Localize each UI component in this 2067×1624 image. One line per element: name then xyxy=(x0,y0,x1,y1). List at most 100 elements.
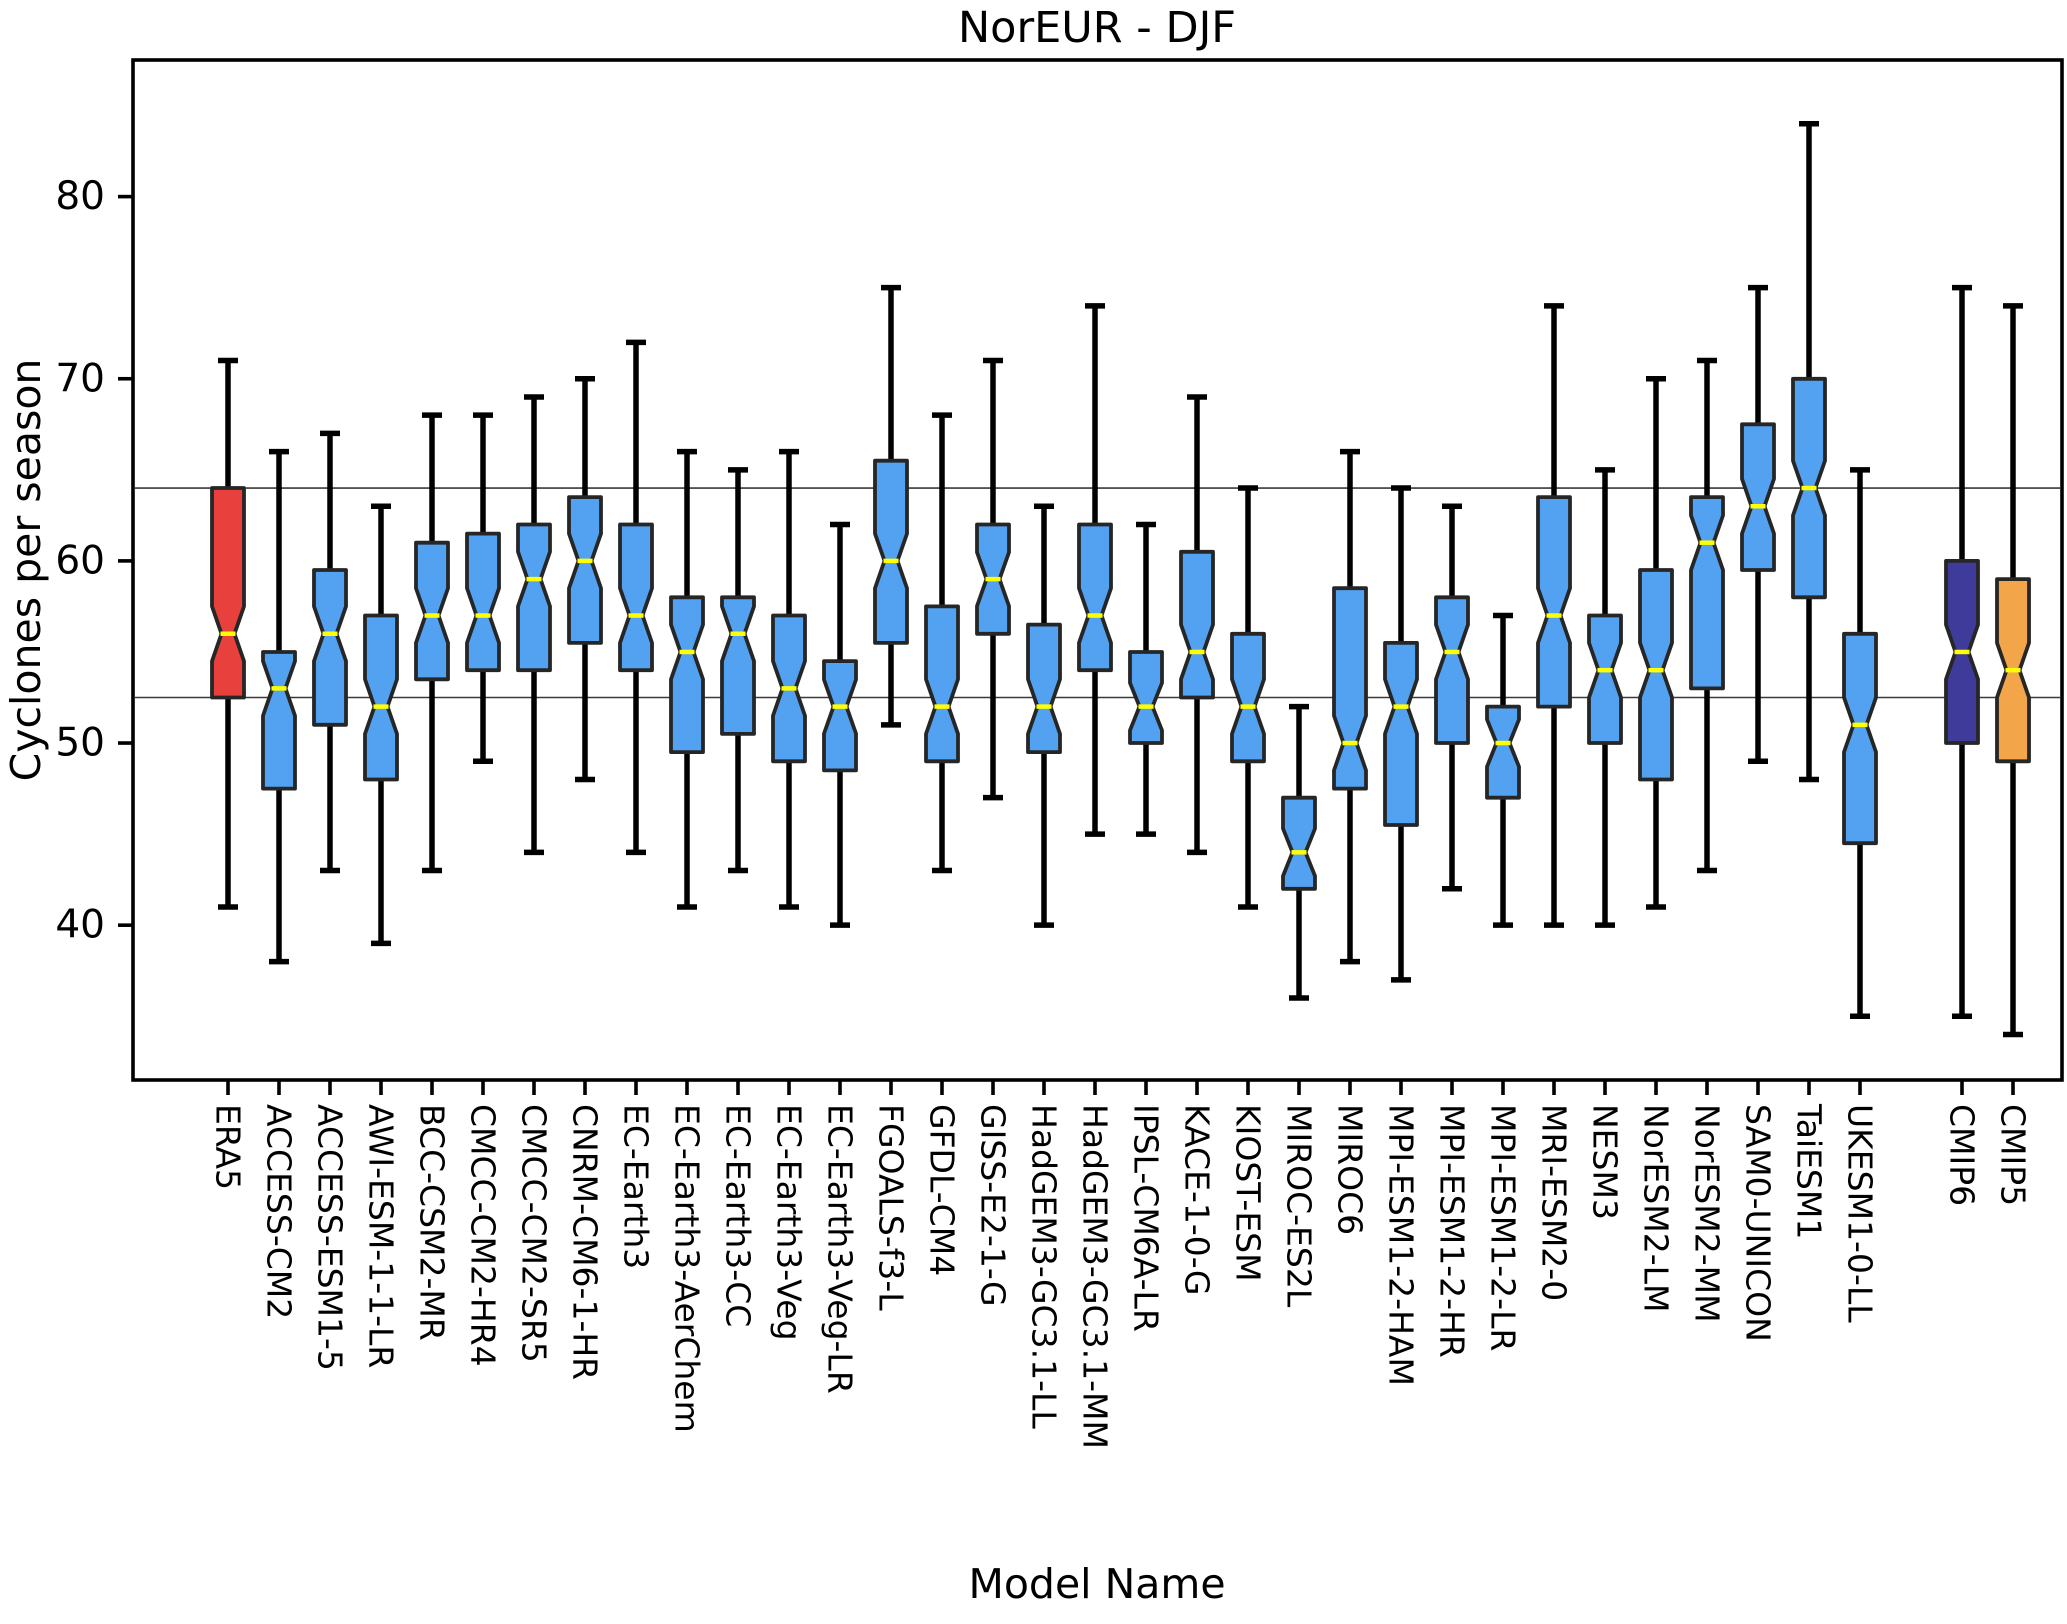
axes-layer: 40 50 60 70 80 xyxy=(55,58,2064,1082)
box-body xyxy=(1179,549,1215,700)
boxplot-EC-Earth3: EC-Earth3 xyxy=(617,339,656,1269)
box-body xyxy=(1230,631,1266,764)
box-body xyxy=(1587,613,1623,745)
box-body xyxy=(1128,650,1164,745)
x-tick-label: EC-Earth3-Veg xyxy=(770,1104,809,1341)
x-tick-label: ERA5 xyxy=(209,1104,248,1190)
y-tick-label: 50 xyxy=(55,721,105,766)
boxplot-UKESM1-0-LL: UKESM1-0-LL xyxy=(1841,467,1880,1323)
x-tick-label: TaiESM1 xyxy=(1790,1103,1829,1239)
x-tick-label: CNRM-CM6-1-HR xyxy=(566,1104,605,1380)
x-tick-label: MRI-ESM2-0 xyxy=(1535,1104,1574,1301)
boxes-layer: ERA5 ACCESS-CM2 ACCESS-ESM1-5 AWI-ESM-1-1-L… xyxy=(209,121,2033,1449)
x-tick-label: ACCESS-CM2 xyxy=(260,1104,299,1319)
plot-spines xyxy=(131,58,2064,1082)
boxplot-AWI-ESM-1-1-LR: AWI-ESM-1-1-LR xyxy=(362,503,401,1368)
boxplot-HadGEM3-GC3.1-LL: HadGEM3-GC3.1-LL xyxy=(1025,503,1064,1429)
x-axis-label: Model Name xyxy=(968,1560,1225,1608)
boxplot-HadGEM3-GC3.1-MM: HadGEM3-GC3.1-MM xyxy=(1076,303,1115,1449)
boxplot-CMCC-CM2-HR4: CMCC-CM2-HR4 xyxy=(464,412,503,1367)
boxplot-EC-Earth3-CC: EC-Earth3-CC xyxy=(719,467,758,1327)
box-body xyxy=(1536,495,1572,709)
boxplot-KIOST-ESM: KIOST-ESM xyxy=(1229,485,1268,1282)
boxplot-KACE-1-0-G: KACE-1-0-G xyxy=(1178,394,1217,1295)
box-body xyxy=(261,650,297,791)
box-body xyxy=(1638,568,1674,782)
boxplot-MPI-ESM1-2-HR: MPI-ESM1-2-HR xyxy=(1433,503,1472,1358)
box-body xyxy=(1026,622,1062,754)
x-tick-label: HadGEM3-GC3.1-MM xyxy=(1076,1104,1115,1449)
box-body xyxy=(924,604,960,764)
x-tick-label: BCC-CSM2-MR xyxy=(413,1104,452,1341)
x-tick-label: MPI-ESM1-2-HR xyxy=(1433,1104,1472,1358)
x-tick-label: EC-Earth3 xyxy=(617,1104,656,1269)
box-body xyxy=(567,495,603,645)
x-tick-label: IPSL-CM6A-LR xyxy=(1127,1104,1166,1332)
x-tick-label: CMIP6 xyxy=(1943,1104,1982,1206)
x-tick-label: SAM0-UNICON xyxy=(1739,1104,1778,1342)
boxplot-CMIP5: CMIP5 xyxy=(1994,303,2033,1206)
boxplot-NorESM2-MM: NorESM2-MM xyxy=(1688,357,1727,1323)
x-tick-label: GFDL-CM4 xyxy=(923,1104,962,1276)
box-body xyxy=(1383,641,1419,827)
boxplot-MIROC-ES2L: MIROC-ES2L xyxy=(1280,703,1319,1308)
box-body xyxy=(1842,631,1878,846)
x-tick-label: MIROC6 xyxy=(1331,1104,1370,1235)
x-tick-label: GISS-E2-1-G xyxy=(974,1104,1013,1307)
x-tick-label: KIOST-ESM xyxy=(1229,1104,1268,1282)
y-tick-label: 40 xyxy=(55,903,105,948)
y-axis-label: Cyclones per season xyxy=(2,359,50,782)
box-body xyxy=(1740,422,1776,572)
boxplot-CMCC-CM2-SR5: CMCC-CM2-SR5 xyxy=(515,394,554,1363)
boxplot-SAM0-UNICON: SAM0-UNICON xyxy=(1739,284,1778,1342)
boxplot-CNRM-CM6-1-HR: CNRM-CM6-1-HR xyxy=(566,376,605,1380)
x-tick-label: EC-Earth3-Veg-LR xyxy=(821,1104,860,1394)
boxplot-EC-Earth3-Veg: EC-Earth3-Veg xyxy=(770,448,809,1341)
x-tick-label: MPI-ESM1-2-LR xyxy=(1484,1104,1523,1351)
box-body xyxy=(1077,522,1113,673)
boxplot-IPSL-CM6A-LR: IPSL-CM6A-LR xyxy=(1127,521,1166,1332)
x-tick-label: MPI-ESM1-2-HAM xyxy=(1382,1104,1421,1386)
box-body xyxy=(465,531,501,673)
x-tick-label: KACE-1-0-G xyxy=(1178,1104,1217,1295)
boxplot-NorESM2-LM: NorESM2-LM xyxy=(1637,376,1676,1312)
boxplot-TaiESM1: TaiESM1 xyxy=(1790,121,1829,1239)
box-body xyxy=(669,595,705,754)
x-tick-label: CMIP5 xyxy=(1994,1104,2033,1206)
box-body xyxy=(312,568,348,727)
boxplot-EC-Earth3-Veg-LR: EC-Earth3-Veg-LR xyxy=(821,521,860,1394)
x-tick-label: UKESM1-0-LL xyxy=(1841,1104,1880,1323)
x-tick-label: HadGEM3-GC3.1-LL xyxy=(1025,1104,1064,1429)
x-tick-label: NorESM2-MM xyxy=(1688,1104,1727,1323)
boxplot-MPI-ESM1-2-HAM: MPI-ESM1-2-HAM xyxy=(1382,485,1421,1386)
y-tick-label: 80 xyxy=(55,174,105,219)
y-tick-label: 60 xyxy=(55,538,105,583)
box-body xyxy=(210,486,246,700)
box-body xyxy=(363,613,399,782)
box-body xyxy=(1434,595,1470,745)
y-tick-label: 70 xyxy=(55,356,105,401)
box-body xyxy=(720,595,756,736)
box-body xyxy=(414,540,450,682)
boxplot-BCC-CSM2-MR: BCC-CSM2-MR xyxy=(413,412,452,1341)
boxplot-ACCESS-ESM1-5: ACCESS-ESM1-5 xyxy=(311,430,350,1371)
x-tick-label: CMCC-CM2-SR5 xyxy=(515,1104,554,1363)
box-body xyxy=(1485,704,1521,800)
chart-title: NorEUR - DJF xyxy=(958,3,1236,53)
box-body xyxy=(1689,495,1725,691)
x-tick-label: EC-Earth3-AerChem xyxy=(668,1104,707,1433)
boxplot-GISS-E2-1-G: GISS-E2-1-G xyxy=(974,357,1013,1307)
x-tick-label: NorESM2-LM xyxy=(1637,1104,1676,1312)
box-body xyxy=(618,522,654,673)
x-tick-label: NESM3 xyxy=(1586,1104,1625,1220)
x-tick-label: AWI-ESM-1-1-LR xyxy=(362,1104,401,1368)
x-tick-label: CMCC-CM2-HR4 xyxy=(464,1104,503,1367)
boxplot-NESM3: NESM3 xyxy=(1586,467,1625,1220)
x-tick-label: EC-Earth3-CC xyxy=(719,1104,758,1327)
box-body xyxy=(873,458,909,645)
box-body xyxy=(1332,586,1368,791)
boxplot-ERA5: ERA5 xyxy=(209,357,248,1190)
x-tick-label: ACCESS-ESM1-5 xyxy=(311,1104,350,1371)
